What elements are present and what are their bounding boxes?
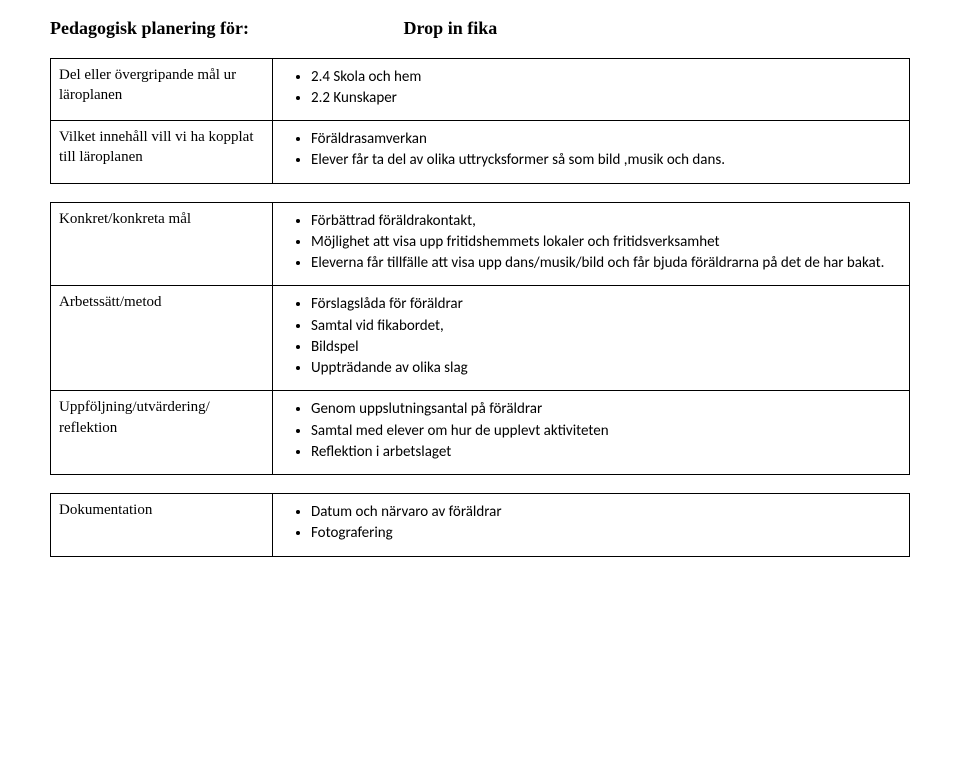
cell-right: Föräldrasamverkan Elever får ta del av o…	[273, 121, 910, 184]
list-item: Genom uppslutningsantal på föräldrar	[311, 399, 901, 419]
spacer	[50, 475, 910, 493]
list-item: Samtal med elever om hur de upplevt akti…	[311, 421, 901, 441]
cell-left: Vilket innehåll vill vi ha kopplat till …	[51, 121, 273, 184]
page: Pedagogisk planering för: Drop in fika D…	[0, 0, 960, 763]
cell-left: Arbetssätt/metod	[51, 286, 273, 391]
table-block-3: Dokumentation Datum och närvaro av föräl…	[50, 493, 910, 557]
cell-right: Genom uppslutningsantal på föräldrar Sam…	[273, 391, 910, 475]
list-item: 2.2 Kunskaper	[311, 88, 901, 108]
list-item: Bildspel	[311, 337, 901, 357]
cell-left: Del eller övergripande mål ur läroplanen	[51, 58, 273, 121]
cell-right: Datum och närvaro av föräldrar Fotografe…	[273, 494, 910, 557]
bullet-list: Förbättrad föräldrakontakt, Möjlighet at…	[281, 211, 901, 274]
list-item: Möjlighet att visa upp fritidshemmets lo…	[311, 232, 901, 252]
header-title: Drop in fika	[404, 18, 498, 40]
list-item: Reflektion i arbetslaget	[311, 442, 901, 462]
bullet-list: Förslagslåda för föräldrar Samtal vid fi…	[281, 294, 901, 378]
bullet-list: Föräldrasamverkan Elever får ta del av o…	[281, 129, 901, 171]
cell-left: Dokumentation	[51, 494, 273, 557]
table-row: Arbetssätt/metod Förslagslåda för föräld…	[51, 286, 910, 391]
list-item: Uppträdande av olika slag	[311, 358, 901, 378]
list-item: Fotografering	[311, 523, 901, 543]
cell-left: Konkret/konkreta mål	[51, 202, 273, 286]
table-row: Dokumentation Datum och närvaro av föräl…	[51, 494, 910, 557]
list-item: 2.4 Skola och hem	[311, 67, 901, 87]
bullet-list: Genom uppslutningsantal på föräldrar Sam…	[281, 399, 901, 462]
table-row: Vilket innehåll vill vi ha kopplat till …	[51, 121, 910, 184]
table-block-1: Del eller övergripande mål ur läroplanen…	[50, 58, 910, 184]
header-line: Pedagogisk planering för: Drop in fika	[50, 18, 910, 40]
bullet-list: 2.4 Skola och hem 2.2 Kunskaper	[281, 67, 901, 109]
table-block-2: Konkret/konkreta mål Förbättrad föräldra…	[50, 202, 910, 476]
table-row: Del eller övergripande mål ur läroplanen…	[51, 58, 910, 121]
list-item: Datum och närvaro av föräldrar	[311, 502, 901, 522]
list-item: Förbättrad föräldrakontakt,	[311, 211, 901, 231]
list-item: Förslagslåda för föräldrar	[311, 294, 901, 314]
bullet-list: Datum och närvaro av föräldrar Fotografe…	[281, 502, 901, 544]
header-label: Pedagogisk planering för:	[50, 18, 249, 38]
cell-right: Förbättrad föräldrakontakt, Möjlighet at…	[273, 202, 910, 286]
list-item: Föräldrasamverkan	[311, 129, 901, 149]
spacer	[50, 184, 910, 202]
list-item: Elever får ta del av olika uttrycksforme…	[311, 150, 901, 170]
cell-right: Förslagslåda för föräldrar Samtal vid fi…	[273, 286, 910, 391]
table-row: Uppföljning/utvärdering/ reflektion Geno…	[51, 391, 910, 475]
list-item: Eleverna får tillfälle att visa upp dans…	[311, 253, 901, 273]
cell-left: Uppföljning/utvärdering/ reflektion	[51, 391, 273, 475]
cell-right: 2.4 Skola och hem 2.2 Kunskaper	[273, 58, 910, 121]
table-row: Konkret/konkreta mål Förbättrad föräldra…	[51, 202, 910, 286]
list-item: Samtal vid fikabordet,	[311, 316, 901, 336]
